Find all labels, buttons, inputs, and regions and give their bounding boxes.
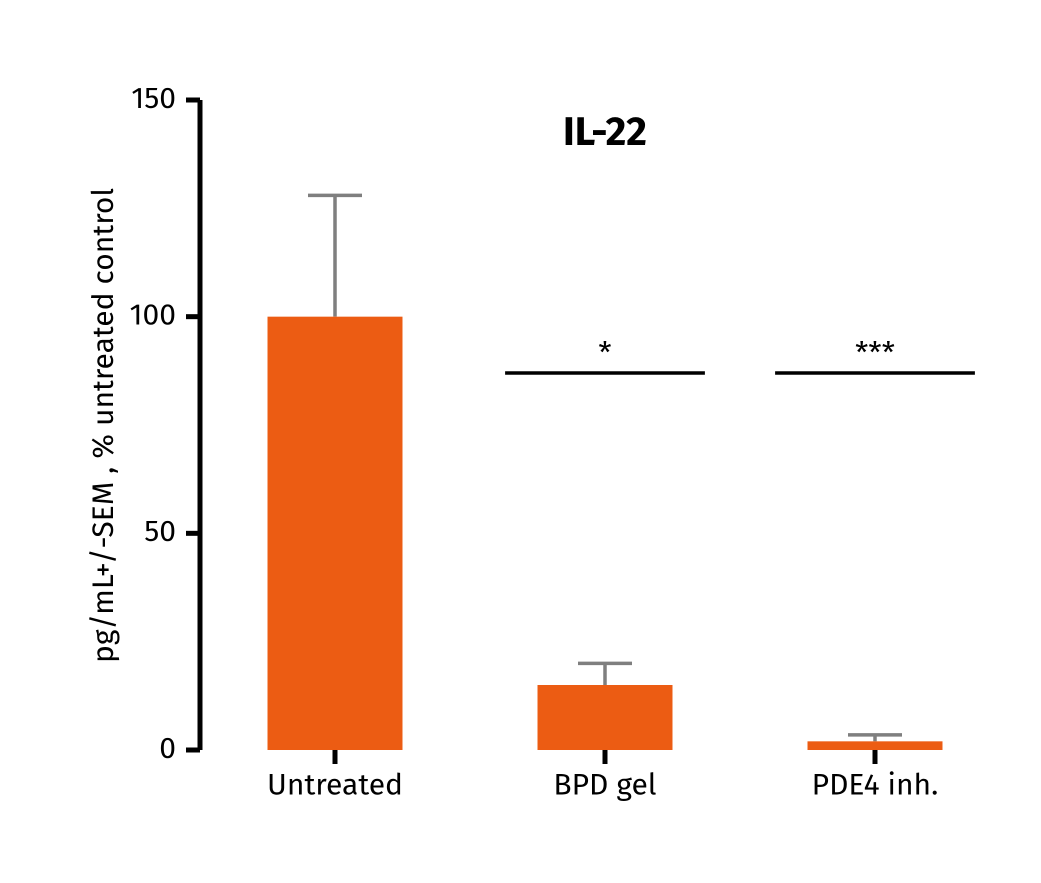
y-tick-label: 150	[131, 80, 176, 116]
bar-chart: ****050100150UntreatedBPD gelPDE4 inh.IL…	[0, 0, 1041, 883]
bar	[808, 741, 943, 750]
y-axis-label: pg/mL+/-SEM , % untreated control	[85, 187, 121, 662]
bar	[268, 317, 403, 750]
chart-container: ****050100150UntreatedBPD gelPDE4 inh.IL…	[0, 0, 1041, 883]
chart-title: IL-22	[563, 108, 647, 156]
x-tick-label: Untreated	[267, 766, 403, 802]
x-tick-label: BPD gel	[553, 766, 656, 802]
significance-label: *	[598, 335, 611, 371]
y-tick-label: 0	[159, 730, 176, 766]
significance-label: ***	[855, 335, 895, 371]
bar	[538, 685, 673, 750]
x-tick-label: PDE4 inh.	[812, 766, 939, 802]
y-tick-label: 100	[130, 297, 176, 333]
y-tick-label: 50	[144, 513, 176, 549]
